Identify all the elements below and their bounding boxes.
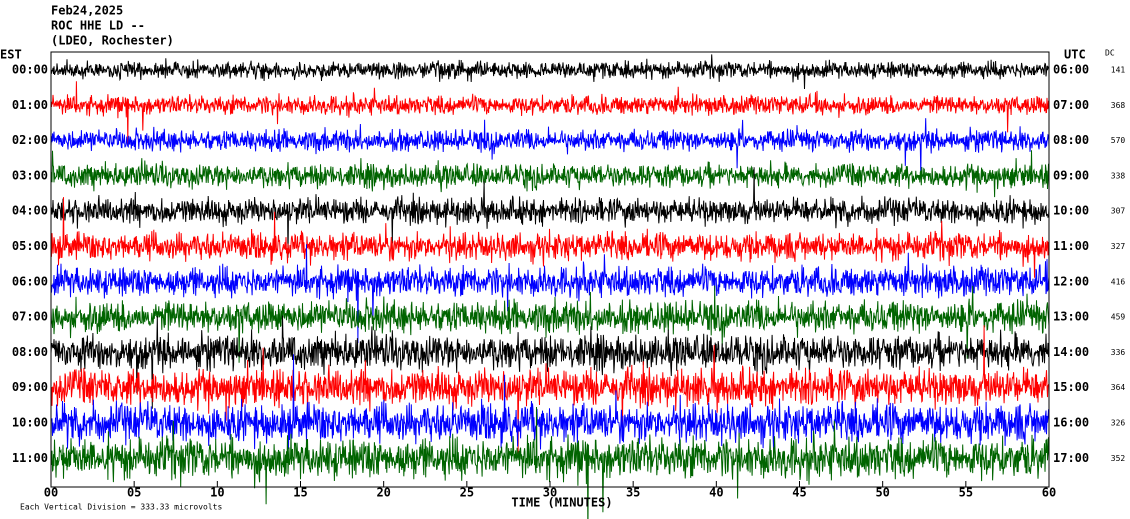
est-label: 05:00 bbox=[12, 239, 48, 253]
right-axis-label: UTC bbox=[1064, 48, 1086, 62]
est-label: 10:00 bbox=[12, 416, 48, 430]
trace bbox=[50, 54, 1050, 90]
left-axis-label: EST bbox=[0, 48, 22, 62]
est-label: 08:00 bbox=[12, 345, 48, 359]
utc-label: 17:00 bbox=[1053, 451, 1089, 465]
dc-value: 141 bbox=[1111, 66, 1126, 75]
trace bbox=[50, 285, 1050, 363]
footer: Each Vertical Division = 333.33 microvol… bbox=[20, 503, 222, 512]
trace bbox=[50, 197, 1050, 278]
trace bbox=[50, 81, 1050, 145]
est-label: 03:00 bbox=[12, 168, 48, 182]
x-tick-label: 40 bbox=[709, 486, 723, 500]
utc-label: 15:00 bbox=[1053, 380, 1089, 394]
utc-label: 11:00 bbox=[1053, 239, 1089, 253]
est-label: 11:00 bbox=[12, 451, 48, 465]
trace bbox=[50, 167, 1050, 258]
title-line: ROC HHE LD -- bbox=[51, 19, 145, 33]
dc-value: 327 bbox=[1111, 242, 1126, 251]
trace bbox=[50, 118, 1050, 176]
utc-label: 06:00 bbox=[1053, 63, 1089, 77]
x-tick-label: 60 bbox=[1042, 486, 1056, 500]
est-label: 00:00 bbox=[12, 63, 48, 77]
dc-value: 338 bbox=[1111, 171, 1126, 180]
utc-label: 16:00 bbox=[1053, 416, 1089, 430]
x-tick-label: 00 bbox=[44, 486, 58, 500]
dc-value: 570 bbox=[1111, 136, 1126, 145]
dc-value: 364 bbox=[1111, 383, 1126, 392]
trace bbox=[50, 406, 1050, 519]
utc-label: 09:00 bbox=[1053, 168, 1089, 182]
trace bbox=[50, 150, 1050, 198]
dc-value: 326 bbox=[1111, 419, 1126, 428]
est-label: 01:00 bbox=[12, 98, 48, 112]
traces bbox=[50, 54, 1050, 519]
utc-label: 12:00 bbox=[1053, 274, 1089, 288]
trace bbox=[50, 325, 1050, 454]
utc-label: 13:00 bbox=[1053, 310, 1089, 324]
dc-value: 459 bbox=[1111, 313, 1126, 322]
trace bbox=[50, 354, 1050, 451]
utc-label: 10:00 bbox=[1053, 204, 1089, 218]
trace bbox=[50, 244, 1050, 344]
x-tick-label: 45 bbox=[792, 486, 806, 500]
est-label: 04:00 bbox=[12, 204, 48, 218]
x-tick-label: 50 bbox=[875, 486, 889, 500]
title-line: (LDEO, Rochester) bbox=[51, 34, 174, 48]
x-tick-label: 35 bbox=[626, 486, 640, 500]
dc-label: DC bbox=[1105, 49, 1115, 58]
title-line: Feb24,2025 bbox=[51, 4, 123, 18]
dc-value: 416 bbox=[1111, 277, 1126, 286]
utc-label: 14:00 bbox=[1053, 345, 1089, 359]
trace bbox=[50, 315, 1050, 409]
utc-label: 08:00 bbox=[1053, 133, 1089, 147]
dc-value: 352 bbox=[1111, 454, 1126, 463]
utc-label: 07:00 bbox=[1053, 98, 1089, 112]
est-label: 06:00 bbox=[12, 274, 48, 288]
x-tick-label: 05 bbox=[127, 486, 141, 500]
dc-value: 368 bbox=[1111, 101, 1126, 110]
x-axis-label: TIME (MINUTES) bbox=[511, 496, 612, 510]
x-tick-label: 20 bbox=[376, 486, 390, 500]
est-label: 07:00 bbox=[12, 310, 48, 324]
x-tick-label: 55 bbox=[959, 486, 973, 500]
dc-value: 307 bbox=[1111, 207, 1126, 216]
est-label: 02:00 bbox=[12, 133, 48, 147]
x-tick-label: 10 bbox=[210, 486, 224, 500]
x-tick-label: 30 bbox=[543, 486, 557, 500]
x-tick-label: 25 bbox=[460, 486, 474, 500]
est-label: 09:00 bbox=[12, 380, 48, 394]
dc-value: 336 bbox=[1111, 348, 1126, 357]
x-tick-label: 15 bbox=[293, 486, 307, 500]
